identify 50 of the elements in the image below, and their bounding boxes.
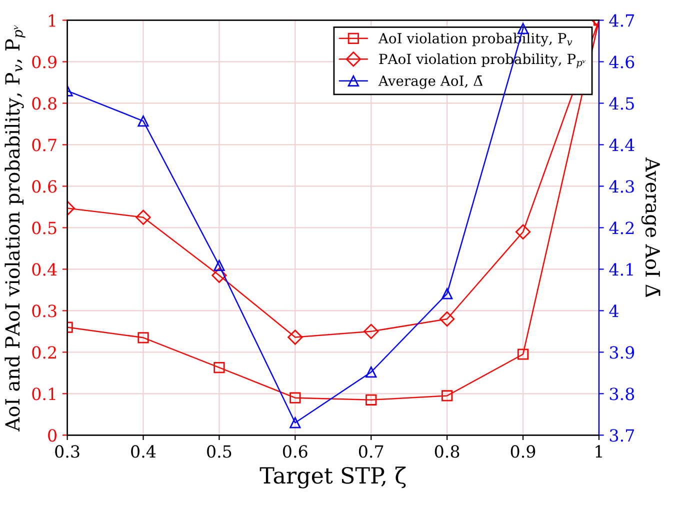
point (366, 366, 377, 378)
point (290, 392, 301, 404)
y2-tick-label: 3.8 (610, 388, 634, 400)
x-tick-label: 0.5 (207, 445, 232, 458)
y-axis-title: AoI and PAoI violation probability, P$_{v}$, P$_{pᵛ}$ (4, 25, 26, 432)
y2-axis-title: Average AoI Δ̄ (641, 157, 660, 298)
x-tick-label: 0.9 (510, 445, 536, 458)
y-tick-label: 0 (48, 429, 56, 442)
point (364, 324, 379, 339)
y2-tick-label: 4.2 (609, 222, 634, 234)
y2-tick-label: 4.7 (609, 14, 634, 27)
point (366, 394, 377, 406)
y-tick-label: 0.9 (32, 56, 56, 68)
y2-tick-label: 4.4 (609, 138, 634, 152)
y2-tick-label: 4.5 (609, 97, 634, 110)
y-tick-label: 0.5 (32, 222, 56, 234)
point (138, 332, 149, 344)
point (517, 348, 529, 360)
point (290, 417, 301, 428)
y2-tick-label: 4 (609, 304, 618, 318)
y-tick-label: 0.6 (32, 180, 57, 193)
y2-tick-label: 4.1 (609, 263, 633, 276)
x-tick-label: 0.8 (434, 445, 460, 458)
y-tick-label: 0.2 (32, 346, 56, 359)
y-tick-label: 0.4 (32, 263, 57, 276)
x-tick-label: 1 (596, 445, 602, 458)
point (214, 260, 225, 272)
y2-tick-label: 3.9 (610, 346, 634, 359)
x-tick-label: 0.7 (358, 445, 384, 458)
y-tick-label: 0.8 (32, 97, 56, 110)
y2-tick-label: 3.7 (610, 429, 634, 442)
point (515, 224, 531, 240)
x-tick-label: 0.6 (283, 445, 308, 458)
y-tick-label: 0.3 (32, 304, 56, 318)
y2-tick-label: 4.3 (609, 180, 634, 193)
point (212, 268, 227, 283)
point (442, 288, 453, 300)
y-tick-label: 0.7 (32, 138, 56, 152)
point (136, 210, 151, 225)
y-tick-label: 0.1 (32, 388, 56, 400)
x-axis-title: Target STP, ζ (260, 466, 406, 488)
point (288, 330, 303, 345)
y2-tick-label: 4.6 (609, 56, 634, 68)
legend-label: Average AoI, Δ̄ (378, 75, 483, 89)
point (442, 390, 453, 402)
point (214, 362, 225, 374)
y-tick-label: 1 (49, 14, 56, 27)
point (439, 311, 455, 327)
point (138, 116, 149, 127)
x-tick-label: 0.4 (131, 445, 156, 458)
